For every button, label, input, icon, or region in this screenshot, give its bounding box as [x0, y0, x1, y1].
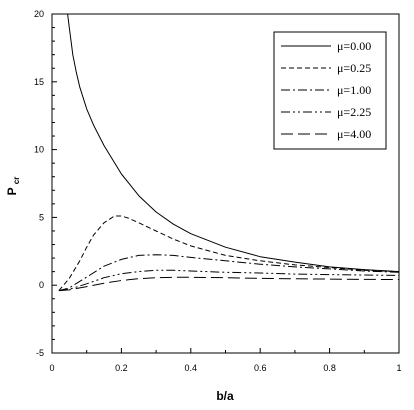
series-group: [58, 14, 399, 292]
x-tick-label: 0.2: [115, 363, 128, 373]
x-tick-label: 0.8: [323, 363, 336, 373]
legend: μ=0.00 μ=0.25 μ=1.00 μ=2.25 μ=4.00: [273, 31, 387, 150]
series-line-2: [58, 215, 399, 291]
series-line-1: [67, 14, 399, 273]
series-line-3: [58, 254, 399, 292]
legend-label-2: μ=0.25: [337, 61, 371, 75]
legend-label-5: μ=4.00: [337, 127, 371, 141]
y-tick-label: 20: [34, 9, 44, 19]
y-tick-label: 10: [34, 145, 44, 155]
y-axis-title-sub: cr: [12, 177, 21, 185]
x-tick-label: 1: [396, 363, 401, 373]
series-line-5: [58, 276, 399, 292]
x-tick-label: 0.4: [185, 363, 198, 373]
y-tick-label: 0: [39, 280, 44, 290]
legend-label-4: μ=2.25: [337, 105, 371, 119]
legend-box: [273, 31, 387, 150]
x-tick-label: 0: [49, 363, 54, 373]
ticks-group: 0 0.2 0.4 0.6 0.8 1 -5 0 5 10 15 20: [34, 9, 402, 373]
y-axis-title-main: P: [5, 187, 19, 195]
y-tick-label: -5: [36, 348, 44, 358]
x-axis-title: b/a: [216, 389, 234, 403]
y-tick-label: 5: [39, 212, 44, 222]
y-tick-label: 15: [34, 77, 44, 87]
x-tick-label: 0.6: [254, 363, 267, 373]
legend-label-1: μ=0.00: [337, 39, 371, 53]
series-line-4: [58, 269, 399, 292]
legend-label-3: μ=1.00: [337, 83, 371, 97]
y-axis-title: P cr: [5, 177, 21, 196]
